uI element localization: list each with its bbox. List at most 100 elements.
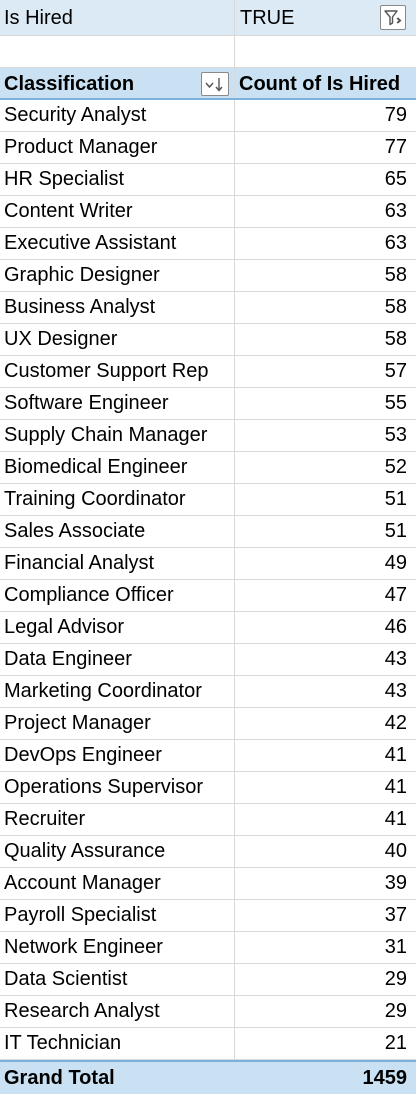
table-row: Account Manager 39 — [0, 868, 416, 900]
row-label-cell[interactable]: Data Engineer — [4, 648, 132, 670]
blank-row — [0, 36, 416, 68]
report-filter-row: Is Hired TRUE — [0, 0, 416, 36]
count-value-cell[interactable]: 31 — [234, 932, 416, 963]
count-value-cell[interactable]: 77 — [234, 132, 416, 163]
row-label-cell[interactable]: Customer Support Rep — [4, 360, 209, 382]
row-label-cell[interactable]: Project Manager — [4, 712, 151, 734]
table-row: Software Engineer 55 — [0, 388, 416, 420]
row-label-cell[interactable]: Account Manager — [4, 872, 161, 894]
table-row: DevOps Engineer 41 — [0, 740, 416, 772]
count-value-cell[interactable]: 39 — [234, 868, 416, 899]
row-label-cell[interactable]: Security Analyst — [4, 104, 147, 126]
count-value-cell[interactable]: 46 — [234, 612, 416, 643]
filter-dropdown-button[interactable] — [380, 5, 406, 30]
count-value-cell[interactable]: 43 — [234, 644, 416, 675]
row-label-cell[interactable]: Training Coordinator — [4, 488, 186, 510]
count-value-cell[interactable]: 53 — [234, 420, 416, 451]
pivot-header-row: Classification Count of Is Hired — [0, 68, 416, 100]
count-value-cell[interactable]: 51 — [234, 516, 416, 547]
grand-total-label[interactable]: Grand Total — [4, 1067, 115, 1089]
table-row: Training Coordinator 51 — [0, 484, 416, 516]
count-value-cell[interactable]: 52 — [234, 452, 416, 483]
count-value-cell[interactable]: 79 — [234, 100, 416, 131]
table-row: Legal Advisor 46 — [0, 612, 416, 644]
row-label-cell[interactable]: Data Scientist — [4, 968, 128, 990]
row-label-cell[interactable]: DevOps Engineer — [4, 744, 162, 766]
row-label-cell[interactable]: Compliance Officer — [4, 584, 174, 606]
table-row: Project Manager 42 — [0, 708, 416, 740]
row-label-cell[interactable]: Research Analyst — [4, 1000, 160, 1022]
count-value-cell[interactable]: 58 — [234, 260, 416, 291]
count-value-cell[interactable]: 41 — [234, 804, 416, 835]
table-row: Recruiter 41 — [0, 804, 416, 836]
blank-cell[interactable] — [0, 36, 234, 67]
row-labels-sort-button[interactable] — [201, 72, 229, 96]
table-row: Operations Supervisor 41 — [0, 772, 416, 804]
sort-descending-dropdown-icon — [205, 78, 223, 92]
row-label-cell[interactable]: Sales Associate — [4, 520, 146, 542]
row-label-cell[interactable]: Recruiter — [4, 808, 86, 830]
pivot-body: Security Analyst 79 Product Manager 77 HR Sp… — [0, 100, 416, 1060]
table-row: Marketing Coordinator 43 — [0, 676, 416, 708]
row-label-cell[interactable]: Quality Assurance — [4, 840, 166, 862]
table-row: Data Scientist 29 — [0, 964, 416, 996]
count-value-cell[interactable]: 51 — [234, 484, 416, 515]
count-value-cell[interactable]: 58 — [234, 324, 416, 355]
row-label-cell[interactable]: Executive Assistant — [4, 232, 177, 254]
table-row: Data Engineer 43 — [0, 644, 416, 676]
table-row: Payroll Specialist 37 — [0, 900, 416, 932]
row-label-cell[interactable]: Content Writer — [4, 200, 133, 222]
count-value-cell[interactable]: 42 — [234, 708, 416, 739]
row-label-cell[interactable]: IT Technician — [4, 1032, 122, 1054]
row-label-cell[interactable]: Legal Advisor — [4, 616, 125, 638]
count-value-cell[interactable]: 55 — [234, 388, 416, 419]
count-value-cell[interactable]: 29 — [234, 996, 416, 1027]
table-row: Content Writer 63 — [0, 196, 416, 228]
row-label-cell[interactable]: HR Specialist — [4, 168, 125, 190]
row-label-cell[interactable]: Financial Analyst — [4, 552, 155, 574]
grand-total-value[interactable]: 1459 — [362, 1067, 408, 1089]
count-value-cell[interactable]: 57 — [234, 356, 416, 387]
count-value-cell[interactable]: 63 — [234, 228, 416, 259]
count-value-cell[interactable]: 40 — [234, 836, 416, 867]
values-header[interactable]: Count of Is Hired — [234, 68, 416, 98]
table-row: Network Engineer 31 — [0, 932, 416, 964]
table-row: Research Analyst 29 — [0, 996, 416, 1028]
table-row: Supply Chain Manager 53 — [0, 420, 416, 452]
count-value-cell[interactable]: 41 — [234, 740, 416, 771]
table-row: Compliance Officer 47 — [0, 580, 416, 612]
table-row: Security Analyst 79 — [0, 100, 416, 132]
row-label-cell[interactable]: Marketing Coordinator — [4, 680, 202, 702]
row-label-cell[interactable]: Biomedical Engineer — [4, 456, 188, 478]
row-label-cell[interactable]: UX Designer — [4, 328, 118, 350]
blank-cell[interactable] — [234, 36, 416, 67]
row-labels-header[interactable]: Classification — [4, 73, 135, 95]
count-value-cell[interactable]: 58 — [234, 292, 416, 323]
count-value-cell[interactable]: 49 — [234, 548, 416, 579]
table-row: Graphic Designer 58 — [0, 260, 416, 292]
row-label-cell[interactable]: Network Engineer — [4, 936, 163, 958]
row-label-cell[interactable]: Business Analyst — [4, 296, 156, 318]
count-value-cell[interactable]: 21 — [234, 1028, 416, 1059]
row-label-cell[interactable]: Product Manager — [4, 136, 158, 158]
count-value-cell[interactable]: 65 — [234, 164, 416, 195]
count-value-cell[interactable]: 41 — [234, 772, 416, 803]
table-row: Customer Support Rep 57 — [0, 356, 416, 388]
table-row: Quality Assurance 40 — [0, 836, 416, 868]
row-label-cell[interactable]: Operations Supervisor — [4, 776, 203, 798]
count-value-cell[interactable]: 29 — [234, 964, 416, 995]
count-value-cell[interactable]: 63 — [234, 196, 416, 227]
row-label-cell[interactable]: Graphic Designer — [4, 264, 160, 286]
filter-field-label[interactable]: Is Hired — [4, 7, 73, 29]
row-label-cell[interactable]: Software Engineer — [4, 392, 169, 414]
count-value-cell[interactable]: 37 — [234, 900, 416, 931]
table-row: IT Technician 21 — [0, 1028, 416, 1060]
row-label-cell[interactable]: Supply Chain Manager — [4, 424, 208, 446]
count-value-cell[interactable]: 47 — [234, 580, 416, 611]
filter-value[interactable]: TRUE — [234, 0, 416, 35]
row-label-cell[interactable]: Payroll Specialist — [4, 904, 157, 926]
grand-total-row: Grand Total 1459 — [0, 1060, 416, 1094]
table-row: Sales Associate 51 — [0, 516, 416, 548]
count-value-cell[interactable]: 43 — [234, 676, 416, 707]
table-row: UX Designer 58 — [0, 324, 416, 356]
